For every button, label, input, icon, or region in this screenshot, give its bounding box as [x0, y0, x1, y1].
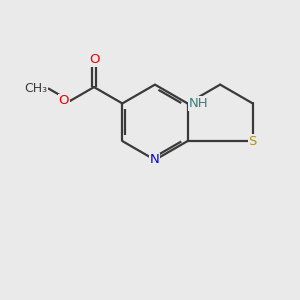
Text: O: O	[89, 53, 99, 66]
Text: CH₃: CH₃	[24, 82, 48, 95]
Text: S: S	[249, 135, 257, 148]
Text: O: O	[58, 94, 69, 107]
Text: NH: NH	[188, 97, 208, 110]
Text: N: N	[150, 153, 160, 167]
